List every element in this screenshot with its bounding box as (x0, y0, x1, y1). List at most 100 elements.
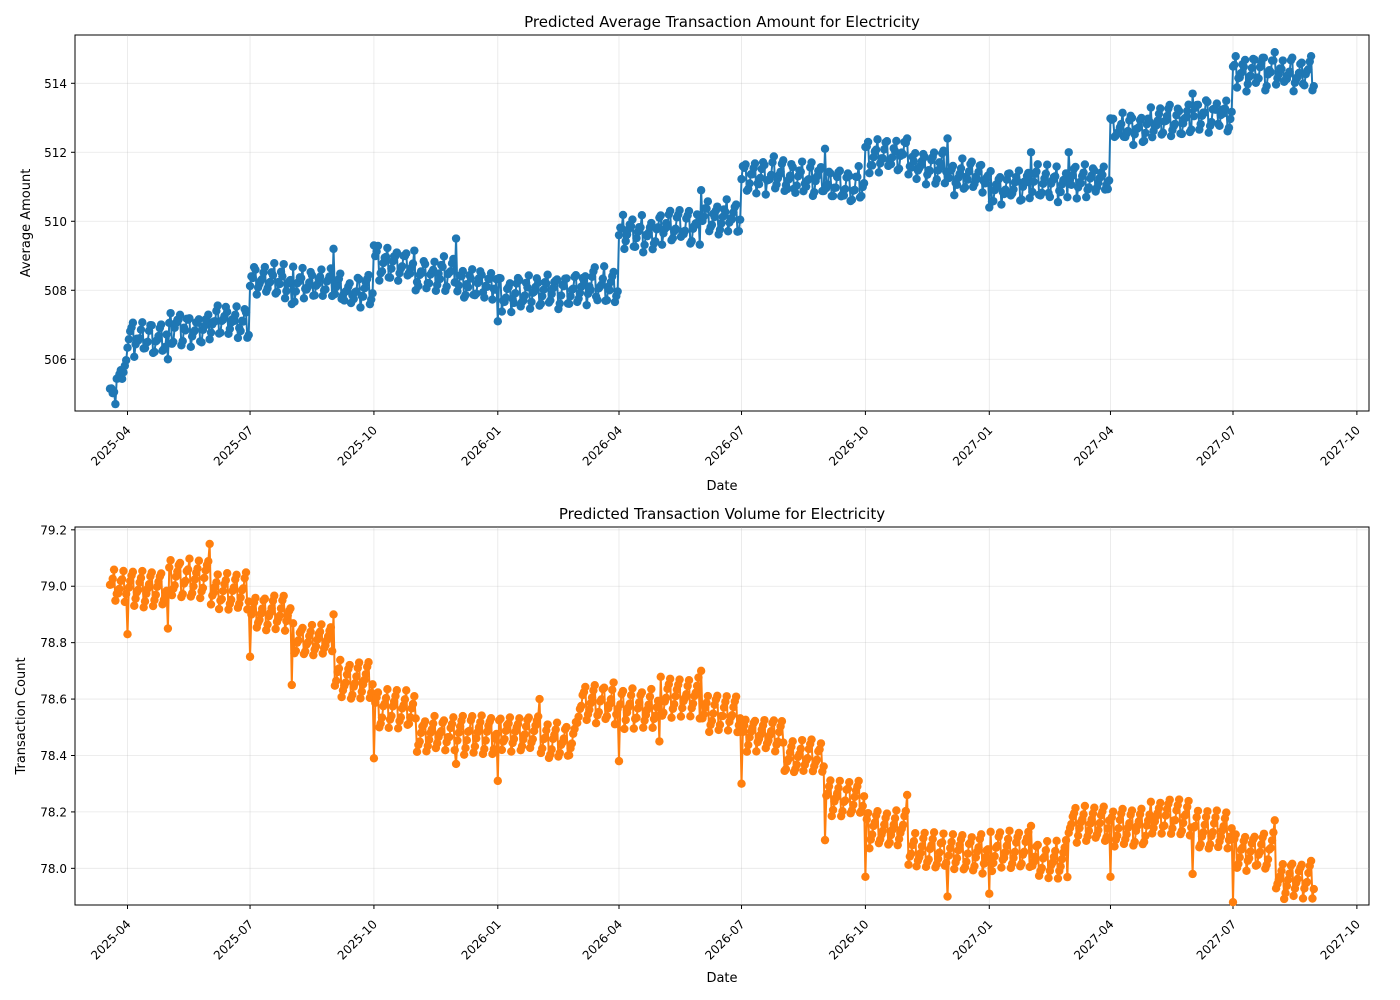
grid-lines (75, 35, 1369, 411)
data-point (165, 318, 174, 328)
data-point (540, 733, 550, 743)
data-point (408, 259, 418, 268)
data-point (442, 282, 451, 291)
data-point (760, 160, 769, 170)
data-point (404, 719, 414, 728)
data-point (691, 219, 700, 228)
data-point (1071, 803, 1080, 813)
data-point (652, 703, 661, 712)
data-point (458, 266, 467, 276)
data-point (263, 620, 272, 629)
data-point (718, 711, 727, 721)
data-point (461, 743, 470, 753)
data-point (1228, 897, 1238, 907)
data-point (639, 248, 648, 257)
data-point (251, 593, 260, 603)
x-tick-label: 2025-07 (211, 423, 256, 468)
data-point (392, 248, 402, 257)
data-point (1160, 821, 1169, 830)
data-point (1259, 53, 1269, 62)
data-point (933, 854, 943, 863)
data-point (688, 699, 698, 708)
data-point (551, 725, 560, 734)
data-point (1108, 807, 1118, 816)
data-point (889, 820, 898, 829)
data-point (721, 207, 730, 217)
data-point (278, 272, 287, 281)
data-point (967, 157, 976, 166)
data-point (1045, 192, 1055, 202)
data-point (828, 191, 838, 201)
data-point (1139, 136, 1149, 145)
data-point (185, 314, 194, 323)
data-point (248, 273, 257, 283)
data-point (950, 190, 959, 200)
data-point (1129, 140, 1138, 150)
data-point (1156, 104, 1165, 113)
data-point (111, 399, 120, 409)
data-point (298, 623, 307, 633)
data-point (493, 317, 503, 326)
data-point (1277, 866, 1286, 876)
data-point (890, 814, 900, 823)
data-point (958, 831, 967, 840)
data-point (590, 681, 599, 690)
data-point (997, 200, 1006, 209)
data-point (952, 854, 962, 863)
data-point (1196, 119, 1205, 129)
data-point (1288, 53, 1297, 62)
data-point (496, 714, 505, 723)
data-point (260, 262, 270, 272)
data-point (602, 712, 612, 721)
data-point (581, 272, 590, 281)
data-point (731, 200, 741, 209)
data-point (140, 597, 150, 606)
data-point (1231, 830, 1240, 839)
data-point (1080, 801, 1090, 811)
data-point (947, 837, 956, 847)
data-point (709, 709, 718, 718)
data-point (497, 745, 507, 755)
data-point (667, 713, 676, 722)
data-point (974, 843, 983, 852)
data-point (408, 699, 418, 709)
y-axis-label: Average Amount (19, 169, 34, 278)
data-point (290, 297, 299, 306)
data-point (1165, 100, 1174, 110)
data-point (1189, 111, 1199, 121)
data-point (350, 678, 360, 688)
data-point (332, 676, 341, 686)
y-tick-label: 79.0 (40, 580, 67, 594)
data-point (369, 754, 379, 763)
data-point (130, 601, 139, 610)
data-point (1037, 863, 1047, 873)
data-point (227, 595, 236, 604)
data-point (162, 330, 171, 339)
data-point (599, 683, 609, 692)
data-point (756, 173, 765, 183)
data-point (245, 652, 255, 661)
data-point (670, 699, 679, 709)
data-point (1242, 87, 1251, 96)
data-point (766, 170, 776, 180)
data-point (205, 539, 214, 549)
data-point (449, 254, 458, 264)
data-point (354, 658, 364, 667)
data-point (1207, 117, 1216, 127)
data-point (486, 268, 496, 278)
data-point (138, 318, 147, 327)
data-point (678, 703, 687, 713)
data-point (1108, 114, 1118, 124)
data-point (225, 324, 235, 334)
data-point (614, 756, 624, 766)
data-point (750, 716, 760, 726)
x-tick-label: 2025-10 (335, 423, 380, 468)
data-point (656, 672, 665, 682)
data-point (161, 342, 170, 352)
data-point (741, 160, 750, 169)
data-point (505, 279, 515, 288)
data-point (885, 838, 894, 847)
x-tick-label: 2025-04 (88, 423, 133, 468)
data-point (1033, 160, 1042, 169)
x-tick-label: 2027-07 (1194, 917, 1239, 962)
